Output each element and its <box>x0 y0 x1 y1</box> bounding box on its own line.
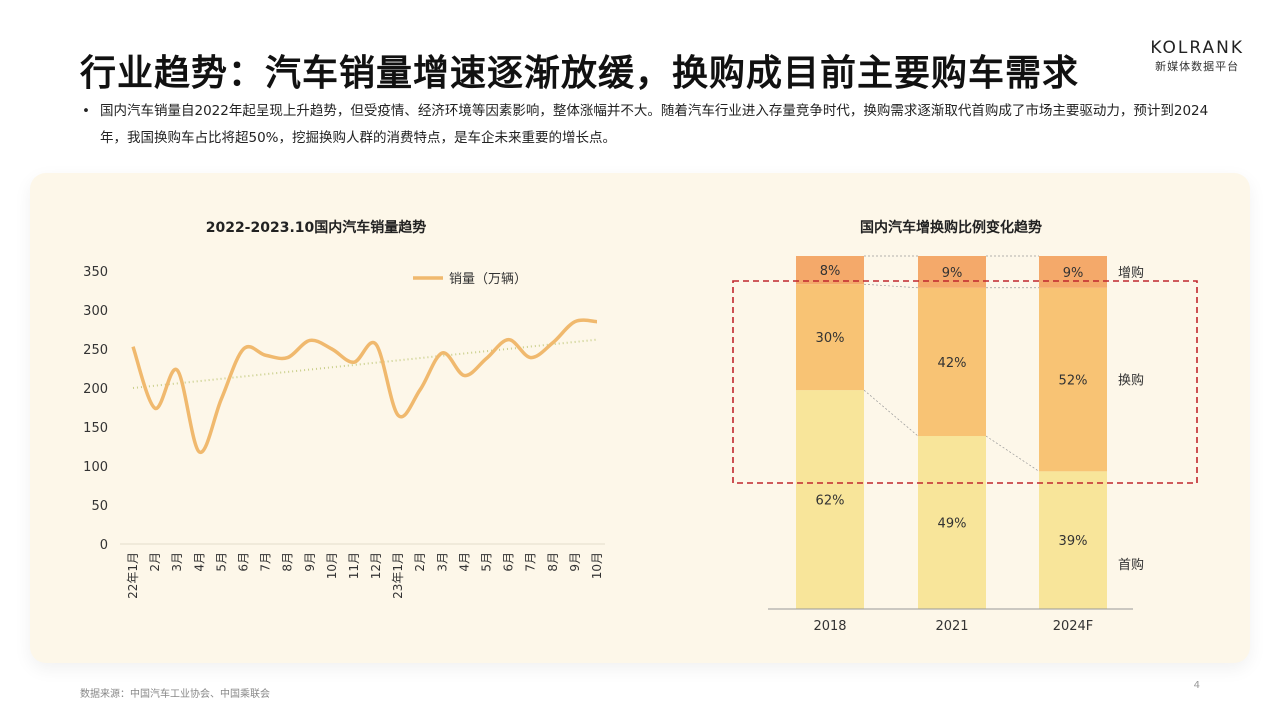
x-tick-label: 8月 <box>546 552 560 572</box>
sales-line <box>131 318 598 454</box>
x-tick-label: 9月 <box>303 552 317 572</box>
series-label: 首购 <box>1118 557 1144 573</box>
y-tick-label: 0 <box>100 538 108 553</box>
bar-segment-增购 <box>796 256 864 285</box>
x-tick-label: 3月 <box>435 552 449 572</box>
connector-line <box>985 435 1040 472</box>
x-tick-label: 2024F <box>1053 619 1094 634</box>
connector-line <box>863 389 919 437</box>
bar-segment-换购 <box>796 284 864 391</box>
y-tick-label: 350 <box>83 265 108 280</box>
legend-label: 销量（万辆） <box>449 272 527 287</box>
y-tick-label: 200 <box>83 382 108 397</box>
x-tick-label: 4月 <box>192 552 206 572</box>
data-source: 数据来源：中国汽车工业协会、中国乘联会 <box>80 689 270 700</box>
series-label: 增购 <box>1118 265 1144 281</box>
bar-value-label: 42% <box>938 356 967 371</box>
x-tick-label: 12月 <box>369 552 383 579</box>
y-tick-label: 50 <box>91 499 108 514</box>
x-tick-label: 10月 <box>325 552 339 579</box>
bar-segment-增购 <box>918 256 986 288</box>
x-tick-label: 23年1月 <box>391 552 405 599</box>
bar-value-label: 9% <box>942 266 963 281</box>
bar-segment-首购 <box>918 436 986 609</box>
logo-name: KOLRANK <box>1150 38 1244 58</box>
bar-chart-title: 国内汽车增换购比例变化趋势 <box>860 219 1042 236</box>
highlight-box <box>732 280 1198 484</box>
bar-value-label: 39% <box>1059 534 1088 549</box>
bar-value-label: 62% <box>816 494 845 509</box>
x-tick-label: 6月 <box>502 552 516 572</box>
x-tick-label: 10月 <box>590 552 604 579</box>
y-tick-label: 300 <box>83 304 108 319</box>
y-tick-label: 100 <box>83 460 108 475</box>
x-tick-label: 7月 <box>524 552 538 572</box>
x-tick-label: 2021 <box>935 619 968 634</box>
x-tick-label: 7月 <box>259 552 273 572</box>
bar-value-label: 52% <box>1059 374 1088 389</box>
bar-segment-首购 <box>1039 471 1107 609</box>
bar-segment-换购 <box>1039 287 1107 472</box>
bar-value-label: 30% <box>816 331 845 346</box>
x-tick-label: 8月 <box>281 552 295 572</box>
bar-segment-首购 <box>796 390 864 609</box>
bar-value-label: 9% <box>1063 266 1084 281</box>
summary-text: 国内汽车销量自2022年起呈现上升趋势，但受疫情、经济环境等因素影响，整体涨幅并… <box>80 98 1210 152</box>
y-tick-label: 150 <box>83 421 108 436</box>
series-label: 换购 <box>1118 373 1144 389</box>
bar-value-label: 8% <box>820 264 841 279</box>
page-number: 4 <box>1193 680 1200 691</box>
y-tick-label: 250 <box>83 343 108 358</box>
x-tick-label: 11月 <box>347 552 361 579</box>
bar-segment-换购 <box>918 287 986 437</box>
bar-value-label: 49% <box>938 517 967 532</box>
logo: KOLRANK 新媒体数据平台 <box>1150 38 1244 74</box>
x-tick-label: 22年1月 <box>126 552 140 599</box>
connector-line <box>863 283 919 289</box>
line-chart-title: 2022-2023.10国内汽车销量趋势 <box>206 219 427 236</box>
page-title: 行业趋势：汽车销量增速逐渐放缓，换购成目前主要购车需求 <box>80 53 1080 94</box>
logo-sub: 新媒体数据平台 <box>1155 60 1240 73</box>
bar-segment-增购 <box>1039 256 1107 288</box>
x-tick-label: 3月 <box>170 552 184 572</box>
x-tick-label: 9月 <box>568 552 582 572</box>
x-tick-label: 5月 <box>480 552 494 572</box>
x-tick-label: 2月 <box>148 552 162 572</box>
x-tick-label: 2月 <box>413 552 427 572</box>
x-tick-label: 2018 <box>813 619 846 634</box>
x-tick-label: 4月 <box>457 552 471 572</box>
x-tick-label: 6月 <box>236 552 250 572</box>
x-tick-label: 5月 <box>214 552 228 572</box>
